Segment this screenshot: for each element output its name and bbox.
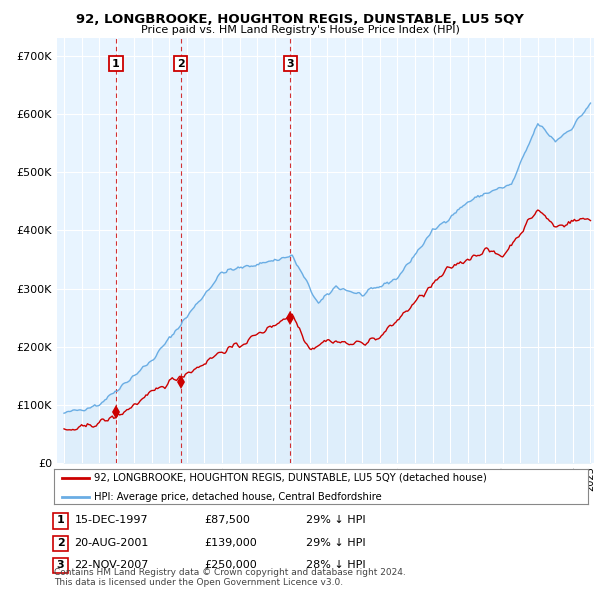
Text: 1: 1 bbox=[57, 516, 64, 525]
Text: Price paid vs. HM Land Registry's House Price Index (HPI): Price paid vs. HM Land Registry's House … bbox=[140, 25, 460, 35]
Text: 29% ↓ HPI: 29% ↓ HPI bbox=[306, 516, 365, 525]
Text: 3: 3 bbox=[57, 560, 64, 570]
Text: 15-DEC-1997: 15-DEC-1997 bbox=[74, 516, 148, 525]
Text: 3: 3 bbox=[287, 59, 294, 68]
Text: 92, LONGBROOKE, HOUGHTON REGIS, DUNSTABLE, LU5 5QY (detached house): 92, LONGBROOKE, HOUGHTON REGIS, DUNSTABL… bbox=[94, 473, 487, 483]
Text: 2: 2 bbox=[176, 59, 184, 68]
Text: HPI: Average price, detached house, Central Bedfordshire: HPI: Average price, detached house, Cent… bbox=[94, 491, 382, 502]
Text: £139,000: £139,000 bbox=[204, 538, 257, 548]
Text: 28% ↓ HPI: 28% ↓ HPI bbox=[306, 560, 365, 570]
Text: £250,000: £250,000 bbox=[204, 560, 257, 570]
Text: £87,500: £87,500 bbox=[204, 516, 250, 525]
Text: 1: 1 bbox=[112, 59, 120, 68]
Text: 20-AUG-2001: 20-AUG-2001 bbox=[74, 538, 149, 548]
Text: 2: 2 bbox=[57, 538, 64, 548]
Text: 22-NOV-2007: 22-NOV-2007 bbox=[74, 560, 149, 570]
Text: 29% ↓ HPI: 29% ↓ HPI bbox=[306, 538, 365, 548]
Text: 92, LONGBROOKE, HOUGHTON REGIS, DUNSTABLE, LU5 5QY: 92, LONGBROOKE, HOUGHTON REGIS, DUNSTABL… bbox=[76, 13, 524, 26]
Text: Contains HM Land Registry data © Crown copyright and database right 2024.
This d: Contains HM Land Registry data © Crown c… bbox=[54, 568, 406, 587]
